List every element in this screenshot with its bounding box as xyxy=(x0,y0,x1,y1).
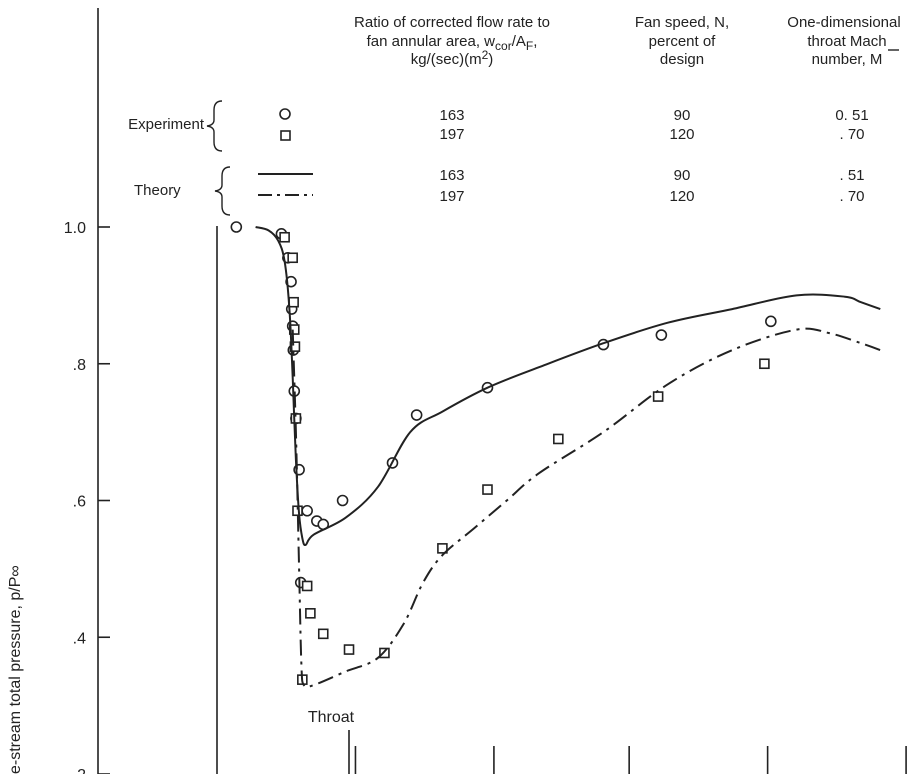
legend-flow-197-exp: 197 xyxy=(439,126,464,143)
legend-mach-070-exp: . 70 xyxy=(839,126,864,143)
legend-header-mach-line3: number, M xyxy=(812,51,883,68)
flow-units-close: ) xyxy=(488,51,493,68)
flow-units-sup: 2 xyxy=(482,48,489,62)
experiment-brace xyxy=(206,100,223,152)
axes xyxy=(97,8,218,774)
experiment-point-circle xyxy=(410,409,423,421)
legend-flow-163-exp: 163 xyxy=(439,107,464,124)
y-tick-label: .4 xyxy=(73,630,86,647)
legend-header-speed-line3: design xyxy=(660,51,704,68)
experiment-point-square xyxy=(343,644,355,655)
experiment-point-circle xyxy=(336,494,349,507)
experiment-point-square xyxy=(437,543,448,554)
y-axis-label: e-stream total pressure, p/P∞ xyxy=(7,565,24,774)
y-ticks: .2 .4 .6 .8 1.0 xyxy=(64,220,110,774)
legend-circle-marker xyxy=(279,108,291,120)
legend-header-flow-line1: Ratio of corrected flow rate to xyxy=(354,14,550,31)
legend-header-speed-line2: percent of xyxy=(649,33,717,50)
legend-header-flow-line3: kg/(sec)(m2) xyxy=(411,48,494,68)
experiment-point-square xyxy=(652,391,664,402)
flow-header-sub-f: F xyxy=(526,39,533,53)
flow-header-over-a: /A xyxy=(512,33,526,50)
experiment-point-square xyxy=(759,358,770,370)
legend-flow-163-theory: 163 xyxy=(439,167,464,184)
legend-group-experiment: Experiment xyxy=(128,116,205,133)
y-tick-label: .2 xyxy=(73,767,86,774)
experiment-point-circle xyxy=(765,315,777,328)
experiment-point-square xyxy=(287,252,298,264)
experiment-point-circle xyxy=(301,504,313,517)
legend: Ratio of corrected flow rate to fan annu… xyxy=(128,14,901,216)
theory-brace xyxy=(214,166,231,216)
experiment-point-circle xyxy=(230,221,243,233)
legend-flow-197-theory: 197 xyxy=(439,188,464,205)
experiment-point-square xyxy=(301,580,313,592)
y-tick-label: 1.0 xyxy=(64,220,86,237)
legend-mach-070-theory: . 70 xyxy=(839,188,864,205)
legend-speed-90-theory: 90 xyxy=(674,167,691,184)
y-tick-label: .6 xyxy=(73,494,86,511)
throat-label: Throat xyxy=(308,709,355,726)
experiment-point-square xyxy=(317,628,329,640)
experiment-point-square xyxy=(288,296,299,308)
experiment-point-circle xyxy=(655,329,668,341)
flow-units-text: kg/(sec)(m xyxy=(411,51,482,68)
y-tick-label: .8 xyxy=(73,357,86,374)
series-layer xyxy=(230,221,881,689)
legend-header-mach-line2: throat Mach xyxy=(807,33,886,50)
flow-header-text: fan annular area, w xyxy=(367,33,496,50)
experiment-point-circle xyxy=(285,275,297,288)
theory-curve-solid xyxy=(255,226,881,546)
experiment-point-square xyxy=(482,484,493,495)
experiment-point-square xyxy=(305,608,316,619)
experiment-point-square xyxy=(553,433,564,445)
legend-mach-051-theory: . 51 xyxy=(839,167,864,184)
theory-curve-dashdot xyxy=(291,327,881,689)
flow-header-comma: , xyxy=(533,33,537,50)
legend-header-speed-line1: Fan speed, N, xyxy=(635,14,729,31)
flow-header-sub-cor: cor xyxy=(495,39,512,53)
legend-square-marker xyxy=(280,130,291,141)
legend-speed-120-exp: 120 xyxy=(669,126,694,143)
legend-speed-120-theory: 120 xyxy=(669,188,694,205)
legend-mach-051-exp: 0. 51 xyxy=(835,107,868,124)
legend-speed-90-exp: 90 xyxy=(674,107,691,124)
legend-header-mach-line1: One-dimensional xyxy=(787,14,900,31)
legend-group-theory: Theory xyxy=(134,182,181,199)
x-ticks xyxy=(354,746,907,774)
experiment-point-square xyxy=(279,231,290,243)
legend-header-flow-line2: fan annular area, wcor/AF, xyxy=(367,33,538,53)
